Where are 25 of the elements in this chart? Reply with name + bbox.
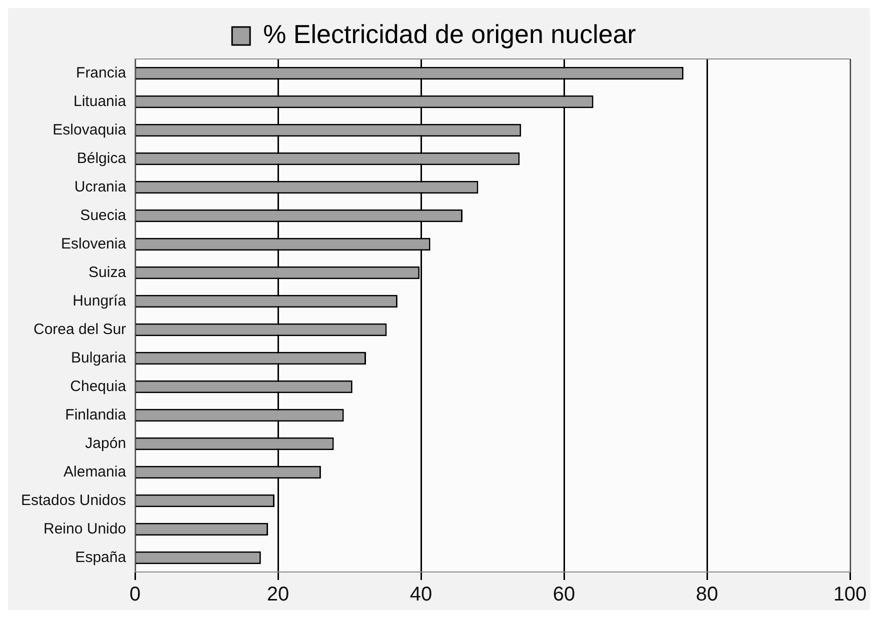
y-tick-label: Corea del Sur (33, 320, 126, 338)
y-tick-label: Lituania (74, 92, 127, 110)
y-tick-label: Reino Unido (43, 520, 126, 538)
x-tick-label: 60 (552, 584, 576, 606)
x-tick-label: 0 (129, 584, 141, 606)
y-tick-label: Eslovaquia (52, 121, 127, 138)
y-tick-label: Suecia (80, 206, 127, 224)
y-tick-label: Francia (76, 64, 127, 82)
x-tick-label: 100 (833, 584, 867, 606)
y-tick-label: Hungría (72, 292, 127, 310)
y-tick-label: Chequia (70, 378, 127, 395)
y-tick-label: Bélgica (76, 150, 127, 167)
legend-label: % Electricidad de origen nuclear (263, 19, 636, 50)
y-tick-label: Finlandia (65, 406, 127, 424)
x-tick-label: 80 (696, 584, 718, 606)
x-tick-label: 40 (410, 584, 432, 606)
y-tick-label: España (75, 548, 127, 566)
x-tick-label: 20 (266, 584, 290, 606)
y-tick-label: Alemania (64, 463, 127, 480)
y-tick-label: Suiza (88, 264, 127, 281)
y-tick-label: Bulgaria (71, 349, 127, 366)
y-tick-label: Ucrania (74, 178, 127, 196)
y-tick-label: Estados Unidos (20, 492, 126, 509)
y-tick-label: Eslovenia (61, 235, 127, 252)
y-tick-label: Japón (85, 434, 126, 452)
